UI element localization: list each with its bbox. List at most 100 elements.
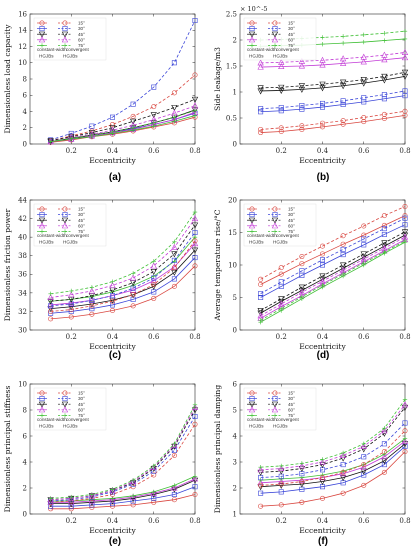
data-point (401, 69, 409, 76)
x-tick-label: 0.2 (66, 147, 77, 155)
data-point (381, 77, 388, 84)
data-point (258, 126, 264, 132)
legend-marker (38, 401, 46, 408)
y-tick-label: 2 (23, 124, 27, 132)
data-point (401, 54, 409, 61)
data-point (109, 125, 116, 132)
data-point (172, 441, 177, 446)
data-point (340, 462, 346, 468)
data-point (171, 251, 178, 258)
x-tick-label: 0.6 (358, 333, 370, 341)
series-line (50, 475, 196, 502)
data-point (402, 397, 408, 402)
legend-marker (38, 406, 46, 413)
data-point (258, 281, 264, 287)
series-line (260, 224, 406, 298)
data-point (319, 273, 326, 280)
data-point (110, 307, 116, 313)
legend-column-label: HGJBs (63, 240, 78, 245)
y-tick-label: 0 (23, 510, 27, 518)
data-point (299, 461, 305, 466)
data-point (192, 238, 198, 244)
data-point (382, 426, 387, 431)
legend-angle-label: 45° (78, 218, 85, 223)
data-point (381, 92, 387, 98)
data-point (319, 478, 326, 486)
data-point (191, 247, 199, 254)
data-point (381, 240, 388, 247)
legend-marker (271, 31, 279, 38)
legend-marker (248, 31, 256, 38)
data-point (258, 276, 264, 282)
data-point (192, 421, 198, 427)
data-point (171, 60, 177, 66)
data-point (361, 114, 367, 120)
data-point (192, 230, 198, 236)
data-point (130, 101, 136, 107)
chart-panel-a: 0.2 0.4 0.6 0.8 0 2 4 6 8 10 12 14 16 Eccentricity Dim… (3, 10, 201, 183)
series-line (50, 478, 196, 503)
data-point (172, 239, 177, 244)
x-axis-label: Eccentricity (299, 526, 346, 535)
legend-marker (39, 229, 45, 234)
y-tick-label: 8 (23, 75, 27, 83)
data-point (319, 458, 326, 465)
panel-caption: (f) (318, 536, 328, 547)
x-tick-label: 0.8 (189, 517, 200, 525)
data-point (381, 469, 387, 475)
y-axis-label: Side leakage/m3 (213, 47, 222, 111)
legend-angle-label: 30° (288, 26, 295, 31)
legend-angle-label: 45° (288, 402, 295, 407)
data-point (319, 257, 325, 263)
legend-marker (272, 390, 278, 396)
chart-panel-d: 0.2 0.4 0.6 0.8 0 5 10 15 20 Eccentricity Average … (213, 196, 411, 361)
series-constant-width-3 (257, 437, 409, 486)
legend-angle-label: 45° (288, 218, 295, 223)
data-point (150, 268, 157, 276)
legend-angle-label: 60° (288, 37, 295, 42)
y-tick-label: 8 (23, 406, 27, 414)
data-point (340, 118, 346, 124)
data-point (299, 123, 305, 129)
data-point (257, 59, 264, 66)
x-tick-label: 0.6 (358, 147, 370, 155)
series-constant-width-0 (48, 263, 198, 322)
series-convergent-9 (258, 238, 408, 323)
data-point (192, 113, 198, 118)
data-point (381, 231, 387, 237)
legend-marker (61, 406, 69, 413)
data-point (129, 118, 137, 125)
legend-group-label: convergent (276, 233, 299, 238)
data-point (401, 437, 409, 444)
data-point (258, 318, 263, 323)
legend-marker (272, 20, 278, 26)
data-point (258, 490, 264, 496)
data-point (278, 265, 284, 271)
y-tick-label: 44 (18, 196, 27, 204)
series-line (260, 115, 406, 133)
data-point (298, 288, 306, 295)
legend-marker (249, 206, 255, 212)
legend-marker (249, 229, 255, 234)
legend-marker (62, 212, 68, 218)
series-line (260, 76, 406, 92)
data-point (402, 36, 408, 42)
data-point (171, 484, 178, 491)
data-point (130, 484, 136, 490)
data-point (89, 123, 95, 129)
y-tick-label: 0 (23, 140, 27, 148)
series-line (260, 217, 406, 294)
x-tick-label: 0.2 (276, 333, 287, 341)
legend-group-label: convergent (276, 47, 299, 52)
data-point (298, 86, 306, 93)
data-point (360, 254, 367, 261)
legend-marker (39, 26, 45, 32)
legend-box (33, 387, 107, 431)
data-point (171, 441, 178, 448)
data-point (340, 246, 346, 252)
series-constant-width-1 (258, 93, 408, 115)
y-tick-label: 0 (233, 140, 237, 148)
data-point (172, 119, 177, 124)
y-tick-label: 42 (18, 215, 27, 223)
